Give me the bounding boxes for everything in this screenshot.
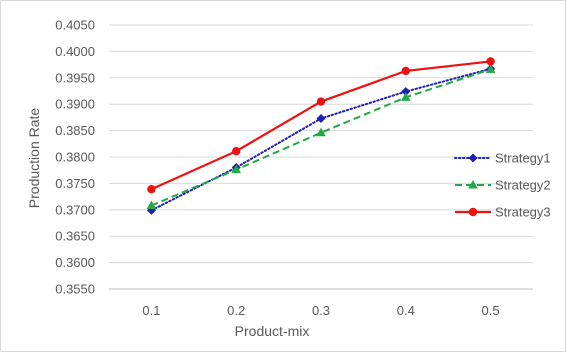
y-tick-label: 0.3600 [55,255,95,270]
y-tick-label: 0.3900 [55,97,95,112]
legend-label: Strategy2 [495,178,551,193]
data-point [316,97,326,106]
gridlines [109,24,533,290]
y-tick-label: 0.3850 [55,123,95,138]
series-group [146,57,496,215]
y-tick-label: 0.4000 [55,44,95,59]
x-tick-labels: 0.1 0.2 0.3 0.4 0.5 [142,303,499,318]
data-point [316,113,326,123]
data-point [401,66,410,76]
data-point [232,146,241,156]
y-tick-label: 0.3800 [55,150,95,165]
legend-marker [468,153,478,163]
series-line [150,60,491,191]
series-strategy3 [147,57,495,194]
legend-entry: Strategy3 [455,205,551,220]
y-tick-label: 0.3550 [55,282,95,297]
x-tick-label: 0.5 [482,303,500,318]
x-tick-label: 0.2 [227,303,245,318]
x-tick-label: 0.1 [142,303,160,318]
x-axis-title: Product-mix [235,323,310,339]
data-point [401,87,411,97]
series-strategy1 [146,64,496,215]
legend-entry: Strategy2 [455,178,551,193]
data-point [485,64,496,73]
y-tick-label: 0.3950 [55,70,95,85]
legend-marker [468,180,478,189]
legend-label: Strategy1 [495,151,551,166]
y-tick-label: 0.3700 [55,202,95,217]
y-tick-label: 0.4050 [55,18,95,33]
legend-label: Strategy3 [495,205,551,220]
series-line [150,67,492,212]
series-strategy2 [146,64,496,210]
y-tick-label: 0.3650 [55,229,95,244]
data-point [147,185,156,194]
data-point [316,127,326,137]
series-line [151,68,491,207]
legend-marker [468,207,478,217]
legend: Strategy1 Strategy2 Strategy3 [454,151,551,220]
y-tick-label: 0.3750 [55,176,95,191]
data-point [231,164,241,174]
x-tick-label: 0.3 [312,303,330,318]
y-tick-labels: 0.3550 0.3600 0.3650 0.3700 0.3750 0.3800 0.38… [55,18,95,297]
legend-entry: Strategy1 [454,151,551,166]
data-point [146,200,157,210]
data-point [401,92,411,101]
x-tick-label: 0.4 [397,303,415,318]
data-point [486,57,495,66]
y-axis-title: Production Rate [26,108,42,209]
